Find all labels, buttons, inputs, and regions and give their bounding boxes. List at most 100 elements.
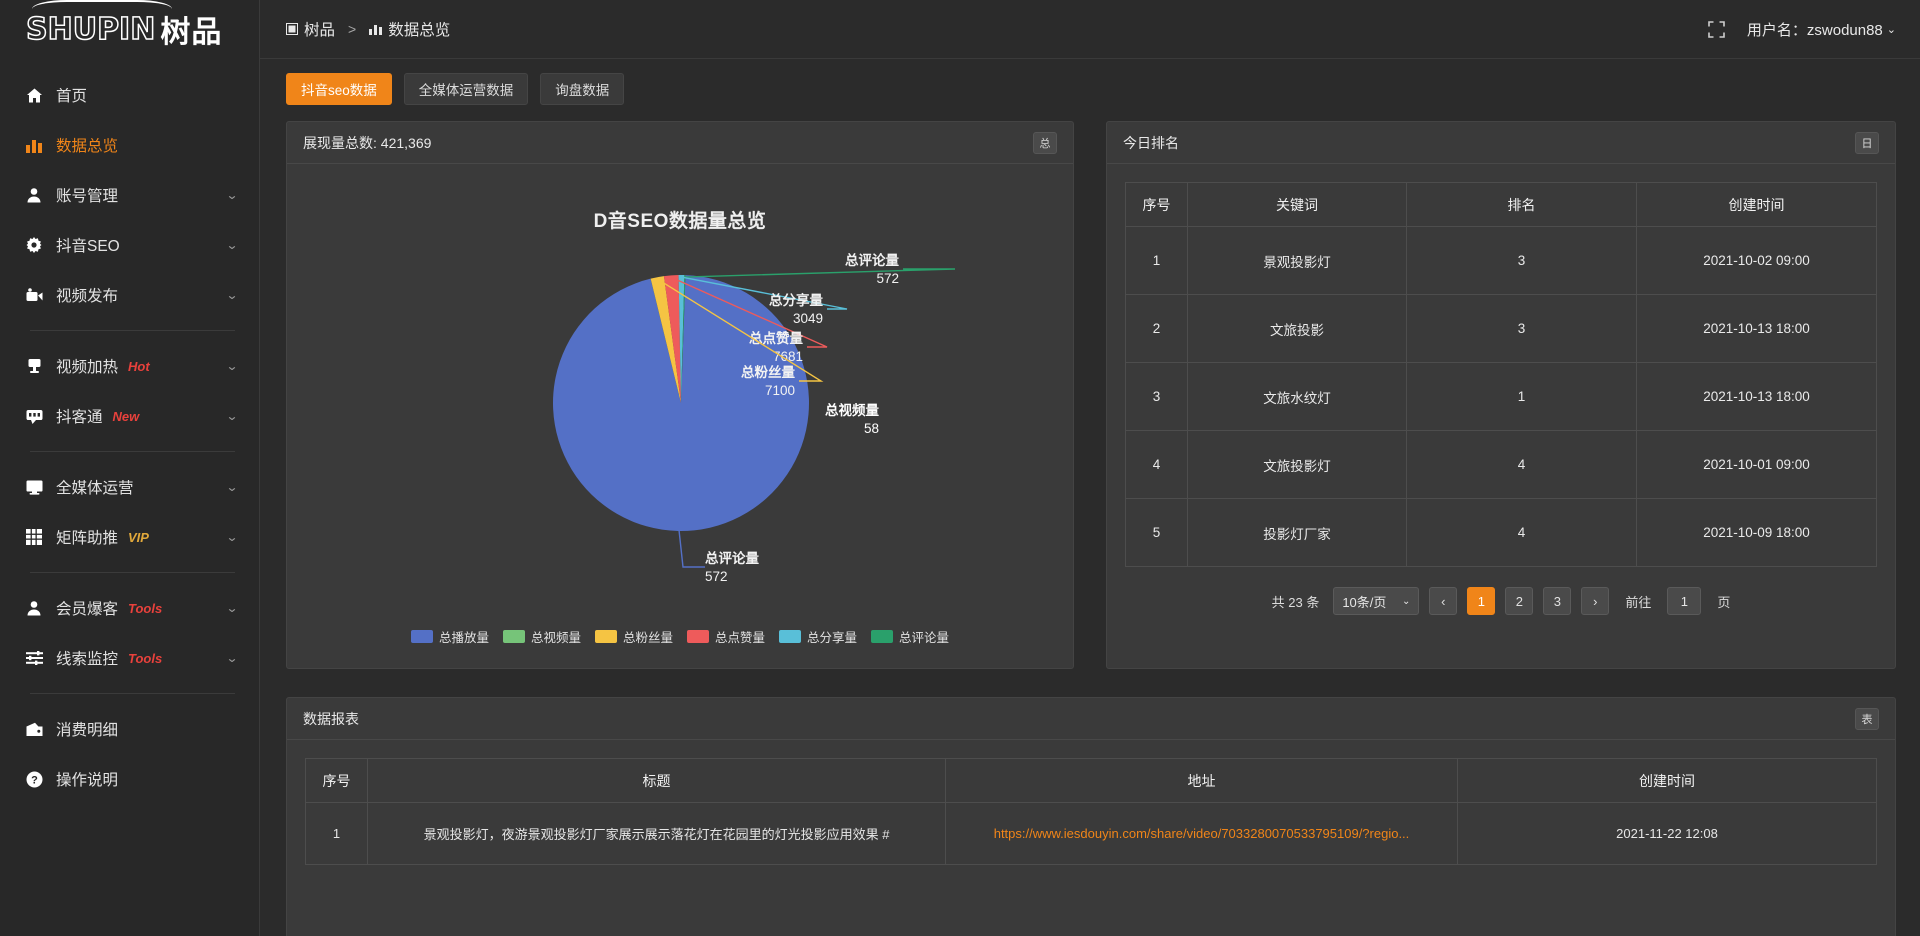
rank-table-header-row: 序号 关键词 排名 创建时间 [1125,182,1877,227]
table-row[interactable]: 3 文旅水纹灯 1 2021-10-13 18:00 [1125,362,1877,431]
table-row[interactable]: 1 景观投影灯 3 2021-10-02 09:00 [1125,226,1877,295]
pie-slice-1[interactable] [650,278,681,403]
brand-logo[interactable]: SHUPIN 树品 [0,0,259,58]
legend-item-1[interactable]: 总视频量 [502,627,581,646]
sidebar-item-6[interactable]: 视频加热 Hot ⌄ [0,341,259,391]
monitor-icon [24,480,44,495]
sidebar-item-2[interactable]: 账号管理 ⌄ [0,170,259,220]
rank-cell: 3 [1406,226,1637,295]
pie-slice-4[interactable] [678,275,685,403]
table-row[interactable]: 5 投影灯厂家 4 2021-10-09 18:00 [1125,498,1877,567]
sliders-icon [24,651,44,665]
breadcrumb-label-0: 树品 [304,22,336,39]
rank-cell: 3 [1125,362,1188,431]
fullscreen-icon[interactable] [1708,20,1725,38]
legend-item-3[interactable]: 总点赞量 [687,627,765,646]
sidebar-item-label: 视频加热 [56,359,119,376]
sidebar-menu: 首页 数据总览 账号管理 ⌄ 抖音SEO ⌄ 视频发布 ⌄ 视频加热 Hot ⌄ 抖客通 New ⌄ 全媒体… [0,58,259,804]
sidebar-item-15[interactable]: 消费明细 [0,704,259,754]
report-url-link[interactable]: https://www.iesdouyin.com/share/video/70… [993,826,1410,841]
pie-callout-label-4: 总分享量 [769,292,823,308]
sidebar-item-4[interactable]: 视频发布 ⌄ [0,270,259,320]
content-area: 抖音seo数据 全媒体运营数据 询盘数据 展现量总数: 421,369 总 D音SE… [260,58,1920,936]
table-row[interactable]: 1 景观投影灯，夜游景观投影灯厂家展示展示落花灯在花园里的灯光投影应用效果 # ht… [305,802,1877,865]
table-row[interactable]: 2 文旅投影 3 2021-10-13 18:00 [1125,294,1877,363]
pagination-page-2[interactable]: 2 [1505,587,1534,615]
pagination-next-button[interactable]: › [1581,587,1610,615]
legend-item-5[interactable]: 总评论量 [871,627,949,646]
pie-slice-3[interactable] [663,275,681,403]
legend-item-0[interactable]: 总播放量 [410,627,489,646]
rank-col-3: 创建时间 [1636,182,1877,227]
pagination-goto-input[interactable]: 1 [1667,587,1702,615]
user-icon [24,187,44,203]
chevron-down-icon: ⌄ [225,601,239,615]
page-size-value: 10条/页 [1342,594,1387,610]
rank-table-wrap: 序号 关键词 排名 创建时间 1 景观投影灯 3 2021-10-02 09:00 2 文旅投影… [1107,164,1895,615]
report-table: 序号 标题 地址 创建时间 1 景观投影灯，夜游景观投影灯厂家展示展示落花灯在花园里的灯… [305,758,1877,865]
video-upload-icon [24,287,44,303]
sidebar-item-label: 抖音SEO [56,238,120,255]
report-card-title: 数据报表 [303,710,359,727]
pie-slice-2[interactable] [650,276,681,403]
pagination-page-3[interactable]: 3 [1543,587,1572,615]
pagination-page-1[interactable]: 1 [1467,587,1496,615]
legend-label: 总视频量 [530,631,581,645]
rank-table: 序号 关键词 排名 创建时间 1 景观投影灯 3 2021-10-02 09:00 2 文旅投影… [1125,182,1877,567]
rank-cell: 2021-10-13 18:00 [1636,294,1877,363]
legend-item-4[interactable]: 总分享量 [779,627,857,646]
sidebar-item-badge: Tools [128,600,163,616]
sidebar-divider [30,451,235,452]
pie-leader-line-5 [684,268,956,278]
report-tag[interactable]: 表 [1855,707,1879,730]
legend-swatch [871,630,894,643]
legend-label: 总播放量 [438,631,489,645]
page-size-select[interactable]: 10条/页 ⌄ [1333,587,1420,615]
report-col-1: 标题 [367,758,946,803]
chevron-down-icon: ⌄ [225,530,239,544]
sidebar-item-3[interactable]: 抖音SEO ⌄ [0,220,259,270]
table-row[interactable]: 4 文旅投影灯 4 2021-10-01 09:00 [1125,430,1877,499]
tab-0[interactable]: 抖音seo数据 [286,73,392,105]
legend-label: 总分享量 [807,631,858,645]
pagination-prev-button[interactable]: ‹ [1429,587,1458,615]
sidebar-item-7[interactable]: 抖客通 New ⌄ [0,391,259,441]
member-icon [24,600,44,616]
sidebar-item-0[interactable]: 首页 [0,70,259,120]
tab-2[interactable]: 询盘数据 [540,73,625,105]
breadcrumb-item-home[interactable]: 树品 [286,18,335,40]
tab-1[interactable]: 全媒体运营数据 [403,73,529,105]
sidebar-item-12[interactable]: 会员爆客 Tools ⌄ [0,583,259,633]
rank-period-tag[interactable]: 日 [1855,131,1879,154]
chevron-down-icon: ⌄ [225,480,239,494]
legend-swatch [410,630,433,643]
home-icon [24,87,44,104]
breadcrumb-item-overview[interactable]: 数据总览 [369,18,450,40]
sidebar-item-label: 操作说明 [56,772,119,789]
sidebar-item-label: 视频发布 [56,288,119,305]
pie-callout-label-3: 总点赞量 [749,330,803,346]
sidebar-item-16[interactable]: ? 操作说明 [0,754,259,804]
user-menu[interactable]: 用户名：zswodun88 ⌄ [1747,19,1896,40]
pie-slice-0[interactable] [553,275,810,531]
report-table-body: 1 景观投影灯，夜游景观投影灯厂家展示展示落花灯在花园里的灯光投影应用效果 # ht… [305,802,1877,865]
sidebar-item-1[interactable]: 数据总览 [0,120,259,170]
top-bar: 树品 > 数据总览 用户名：zswodun88 [260,0,1920,58]
gear-icon [24,237,44,253]
pie-slice-5[interactable] [681,275,686,403]
legend-item-2[interactable]: 总粉丝量 [594,627,673,646]
legend-swatch [687,630,709,643]
report-created-cell: 2021-11-22 12:08 [1457,802,1877,865]
pie-callout-value-2: 7100 [765,383,795,398]
sidebar-item-9[interactable]: 全媒体运营 ⌄ [0,462,259,512]
rank-cell: 1 [1125,226,1188,295]
breadcrumb-label-1: 数据总览 [388,22,451,39]
chart-period-tag[interactable]: 总 [1033,131,1057,154]
topbar-right: 用户名：zswodun88 ⌄ [1708,19,1896,40]
sidebar-item-10[interactable]: 矩阵助推 VIP ⌄ [0,512,259,562]
rank-cell: 4 [1406,498,1637,567]
sidebar-item-13[interactable]: 线索监控 Tools ⌄ [0,633,259,683]
rank-col-0: 序号 [1125,182,1188,227]
legend-label: 总粉丝量 [622,631,673,645]
